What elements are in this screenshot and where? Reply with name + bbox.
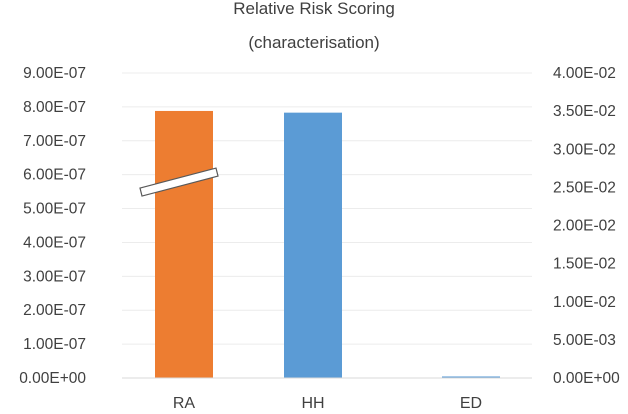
left-tick-label: 0.00E+00 bbox=[19, 370, 86, 387]
left-tick-label: 7.00E-07 bbox=[23, 133, 86, 150]
bar-hh bbox=[284, 112, 342, 379]
left-tick-label: 4.00E-07 bbox=[23, 234, 86, 251]
category-label: HH bbox=[301, 395, 324, 412]
bars bbox=[155, 110, 500, 379]
right-tick-label: 3.50E-02 bbox=[553, 103, 616, 120]
chart-title-line-2: (characterisation) bbox=[248, 33, 379, 52]
x-axis-labels: RA HH ED bbox=[173, 395, 482, 412]
left-tick-label: 8.00E-07 bbox=[23, 99, 86, 116]
right-tick-label: 4.00E-02 bbox=[553, 65, 616, 82]
right-y-axis: 0.00E+00 5.00E-03 1.00E-02 1.50E-02 2.00E-02… bbox=[553, 65, 620, 387]
right-tick-label: 2.00E-02 bbox=[553, 218, 616, 235]
bar-ra bbox=[155, 110, 213, 378]
right-tick-label: 0.00E+00 bbox=[553, 370, 620, 387]
right-tick-label: 5.00E-03 bbox=[553, 332, 616, 349]
category-label: ED bbox=[460, 395, 482, 412]
left-tick-label: 1.00E-07 bbox=[23, 336, 86, 353]
axis-break-marker bbox=[139, 167, 219, 197]
left-tick-label: 9.00E-07 bbox=[23, 65, 86, 82]
left-tick-label: 6.00E-07 bbox=[23, 167, 86, 184]
left-tick-label: 5.00E-07 bbox=[23, 201, 86, 218]
left-y-axis: 0.00E+00 1.00E-07 2.00E-07 3.00E-07 4.00E-07… bbox=[19, 65, 86, 387]
break-symbol bbox=[139, 167, 219, 197]
left-tick-label: 2.00E-07 bbox=[23, 302, 86, 319]
category-label: RA bbox=[173, 395, 196, 412]
left-tick-label: 3.00E-07 bbox=[23, 268, 86, 285]
right-tick-label: 3.00E-02 bbox=[553, 141, 616, 158]
right-tick-label: 2.50E-02 bbox=[553, 179, 616, 196]
chart-title-line-1: Relative Risk Scoring bbox=[233, 0, 395, 18]
right-tick-label: 1.00E-02 bbox=[553, 294, 616, 311]
right-tick-label: 1.50E-02 bbox=[553, 256, 616, 273]
bar-ed bbox=[442, 376, 500, 378]
